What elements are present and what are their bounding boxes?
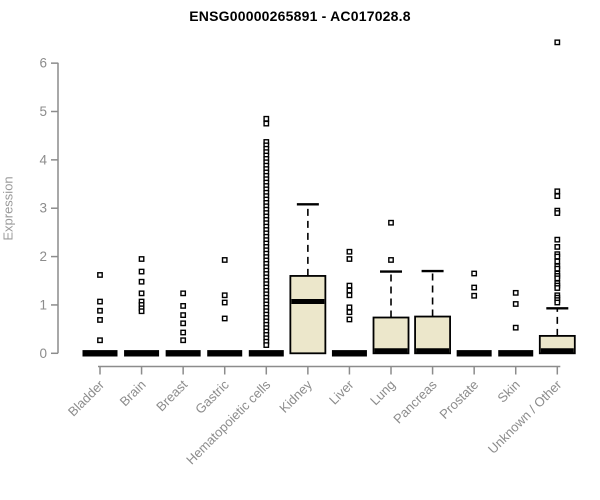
outlier-point (138, 290, 145, 297)
outlier-point (554, 265, 561, 272)
y-tick-label: 4 (39, 152, 47, 167)
y-tick-label: 3 (39, 201, 47, 216)
x-tick-label: Prostate (436, 377, 481, 422)
x-tick-label: Brain (117, 377, 149, 409)
outlier-point (138, 268, 145, 275)
outlier-point (346, 248, 353, 255)
box-plot-skin (498, 289, 534, 357)
outlier-point (554, 285, 561, 291)
box-plot-lung (372, 219, 410, 355)
collapsed-box (498, 350, 534, 357)
box-plot-liver (331, 248, 367, 357)
outlier-point (97, 307, 103, 314)
box-iqr (372, 316, 410, 355)
outlier-point (471, 270, 478, 277)
collapsed-box (82, 350, 118, 357)
outlier-point (221, 299, 228, 306)
outlier-point (138, 278, 145, 285)
y-tick-label: 5 (39, 104, 47, 119)
outlier-point (180, 303, 187, 309)
outlier-point (512, 289, 519, 296)
outlier-point (346, 287, 353, 294)
box-iqr (289, 275, 327, 355)
y-tick-label: 6 (39, 56, 47, 71)
y-tick-label: 1 (39, 297, 47, 312)
collapsed-box (456, 350, 492, 357)
x-tick-label: Bladder (65, 377, 108, 420)
outlier-point (554, 258, 561, 265)
x-tick-label: Skin (494, 377, 522, 405)
box-plot-pancreas (414, 269, 451, 355)
outlier-point (554, 188, 561, 195)
box-plot-prostate (456, 270, 492, 357)
outlier-point (512, 324, 519, 331)
outlier-point (180, 320, 187, 327)
outlier-point (346, 309, 353, 316)
outlier-point (180, 290, 187, 297)
outlier-point (180, 337, 187, 344)
outlier-point (138, 256, 145, 262)
outlier-point (554, 253, 561, 260)
outlier-point (263, 120, 270, 127)
x-tick-label: Gastric (192, 377, 232, 417)
outlier-point (346, 316, 353, 323)
box-plot-kidney (289, 203, 327, 355)
outlier-point (97, 317, 103, 323)
outlier-point (221, 315, 228, 322)
outlier-point (554, 210, 561, 216)
box-iqr (414, 315, 451, 355)
outlier-point (388, 219, 394, 226)
box-plot-gastric (207, 257, 243, 357)
outlier-point (554, 299, 561, 306)
x-tick-label: Kidney (276, 377, 315, 416)
outlier-point (471, 292, 478, 299)
outlier-point (97, 298, 103, 305)
outlier-point (346, 304, 353, 311)
collapsed-box (207, 350, 243, 357)
outlier-point (346, 282, 353, 289)
box-plot-unknown-other (538, 39, 576, 355)
outlier-point (471, 284, 478, 291)
outlier-point (346, 256, 353, 262)
outlier-point (554, 275, 561, 282)
outlier-point (221, 257, 228, 263)
outlier-point (554, 244, 561, 250)
outlier-point (180, 329, 187, 336)
outlier-point (138, 308, 145, 315)
outlier-point (554, 193, 561, 200)
x-tick-label: Liver (326, 377, 357, 408)
box-plot-breast (165, 290, 201, 357)
collapsed-box (124, 350, 160, 357)
x-tick-label: Unknown / Other (485, 377, 565, 457)
outlier-point (97, 337, 103, 344)
outlier-point (512, 301, 519, 307)
collapsed-box (165, 350, 201, 357)
chart-title: ENSG00000265891 - AC017028.8 (189, 8, 411, 24)
box-plot-hematopoietic-cells (248, 115, 284, 357)
box-plot-bladder (82, 272, 118, 357)
outlier-point (97, 272, 103, 278)
x-tick-label: Lung (367, 377, 398, 408)
y-tick-label: 2 (39, 249, 47, 264)
outlier-point (554, 236, 561, 243)
y-tick-label: 0 (39, 346, 47, 361)
outlier-point (554, 39, 561, 46)
outlier-point (221, 292, 228, 299)
collapsed-box (331, 350, 367, 357)
outlier-point (180, 312, 187, 318)
x-tick-label: Pancreas (390, 377, 440, 427)
y-axis: 0 1 2 3 4 5 6 (39, 56, 59, 361)
outlier-point (346, 292, 353, 299)
x-tick-label: Breast (153, 377, 190, 414)
box-plot-brain (124, 256, 160, 357)
collapsed-box (248, 350, 284, 357)
outlier-point (263, 342, 270, 348)
outlier-point (263, 115, 270, 122)
outlier-point (388, 257, 394, 263)
